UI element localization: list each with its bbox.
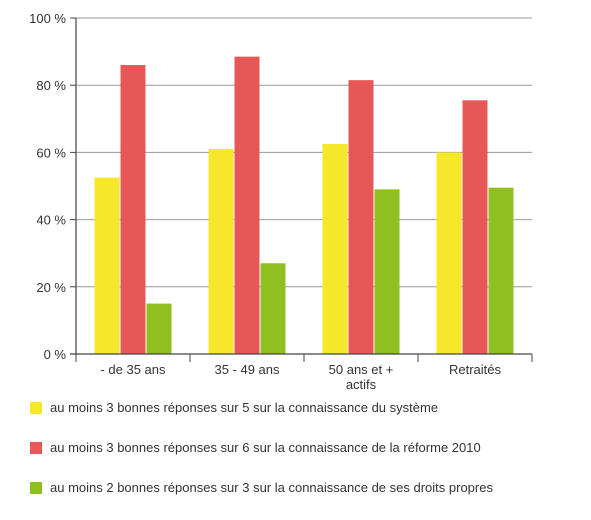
legend-label: au moins 3 bonnes réponses sur 6 sur la …	[50, 440, 481, 455]
legend-swatch-yellow	[30, 402, 42, 414]
bar	[462, 100, 488, 354]
x-axis	[70, 18, 533, 362]
legend-label: au moins 3 bonnes réponses sur 5 sur la …	[50, 400, 439, 415]
y-tick-label: 100 %	[29, 11, 66, 26]
x-tick-label: 50 ans et + actifs	[329, 362, 394, 392]
y-tick-label: 40 %	[36, 213, 66, 228]
x-axis-labels: - de 35 ans 35 - 49 ans 50 ans et + actifs R…	[100, 362, 501, 392]
x-tick-label: - de 35 ans	[100, 362, 166, 377]
legend-item-reforme: au moins 3 bonnes réponses sur 6 sur la …	[30, 440, 590, 458]
legend-item-droits: au moins 2 bonnes réponses sur 3 sur la …	[30, 480, 590, 498]
bars	[94, 56, 514, 354]
legend-label: au moins 2 bonnes réponses sur 3 sur la …	[50, 480, 493, 495]
y-axis-ticks: 0 % 20 % 40 % 60 % 80 % 100 %	[29, 11, 76, 362]
x-tick-label-line: Retraités	[449, 362, 502, 377]
bar	[260, 263, 286, 354]
bar	[374, 189, 400, 354]
y-tick-label: 0 %	[44, 347, 67, 362]
x-tick-label-line: 35 - 49 ans	[214, 362, 280, 377]
x-tick-label-line: - de 35 ans	[100, 362, 166, 377]
x-tick-label-line: 50 ans et +	[329, 362, 394, 377]
legend-item-systeme: au moins 3 bonnes réponses sur 5 sur la …	[30, 400, 590, 418]
bar	[146, 303, 172, 354]
x-tick-label: 35 - 49 ans	[214, 362, 280, 377]
y-tick-label: 60 %	[36, 145, 66, 160]
x-tick-label-line: actifs	[346, 377, 377, 392]
bar	[322, 144, 348, 354]
y-tick-label: 20 %	[36, 280, 66, 295]
bar	[488, 187, 514, 354]
legend: au moins 3 bonnes réponses sur 5 sur la …	[30, 400, 590, 520]
legend-swatch-green	[30, 482, 42, 494]
legend-swatch-red	[30, 442, 42, 454]
bar	[234, 56, 260, 354]
bar	[436, 152, 462, 354]
bar	[348, 80, 374, 354]
bar-chart: 0 % 20 % 40 % 60 % 80 % 100 % - de 35 ans 35 -…	[29, 11, 533, 392]
bar	[94, 177, 120, 354]
y-tick-label: 80 %	[36, 78, 66, 93]
bar	[120, 65, 146, 354]
bar	[208, 149, 234, 354]
x-tick-label: Retraités	[449, 362, 502, 377]
